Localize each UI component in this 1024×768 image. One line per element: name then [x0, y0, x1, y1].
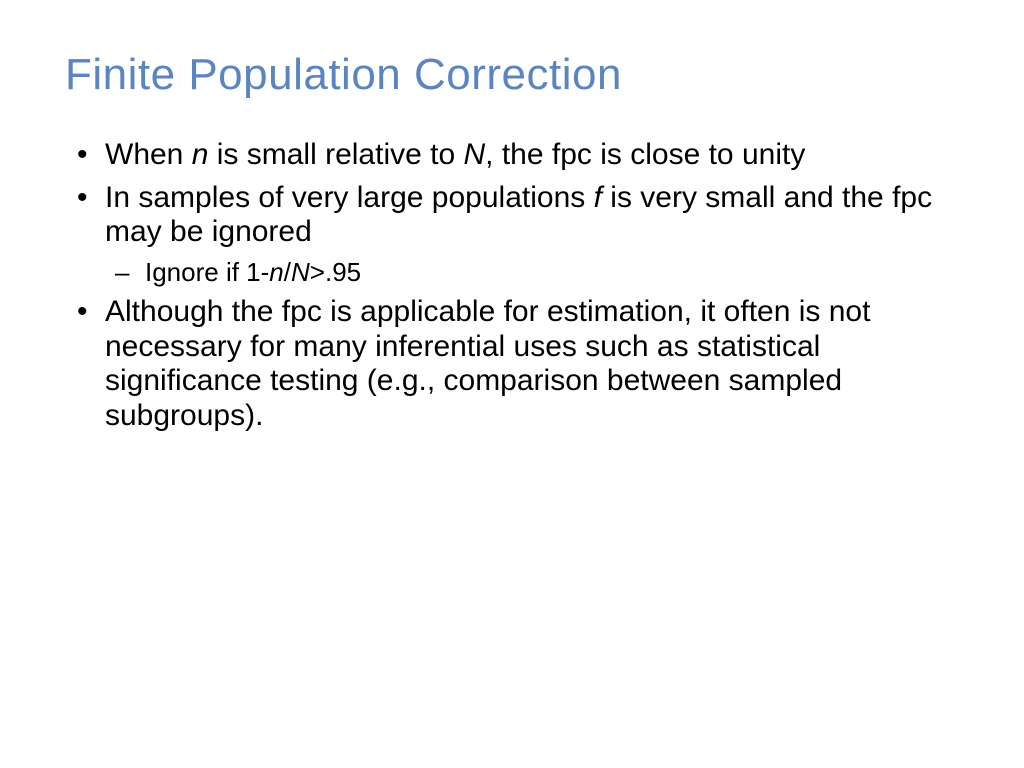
- bullet-item: When n is small relative to N, the fpc i…: [65, 138, 959, 173]
- italic-text: N: [463, 138, 485, 171]
- body-text: /: [284, 257, 291, 287]
- body-text: >.95: [310, 257, 361, 287]
- bullet-item: In samples of very large populations f i…: [65, 181, 959, 288]
- body-text: , the fpc is close to unity: [485, 138, 805, 171]
- body-text: In samples of very large populations: [105, 181, 594, 214]
- bullet-list: When n is small relative to N, the fpc i…: [65, 138, 959, 433]
- slide-container: Finite Population Correction When n is s…: [0, 0, 1024, 768]
- italic-text: n: [192, 138, 209, 171]
- slide-title: Finite Population Correction: [65, 50, 959, 100]
- sub-bullet-item: Ignore if 1-n/N>.95: [105, 258, 959, 288]
- body-text: Ignore if 1-: [145, 257, 269, 287]
- body-text: When: [105, 138, 192, 171]
- bullet-item: Although the fpc is applicable for estim…: [65, 295, 959, 433]
- italic-text: n: [269, 257, 283, 287]
- italic-text: N: [291, 257, 310, 287]
- slide-content: When n is small relative to N, the fpc i…: [65, 138, 959, 433]
- body-text: is small relative to: [208, 138, 463, 171]
- body-text: Although the fpc is applicable for estim…: [105, 295, 870, 432]
- italic-text: f: [594, 181, 602, 214]
- sub-bullet-list: Ignore if 1-n/N>.95: [105, 258, 959, 288]
